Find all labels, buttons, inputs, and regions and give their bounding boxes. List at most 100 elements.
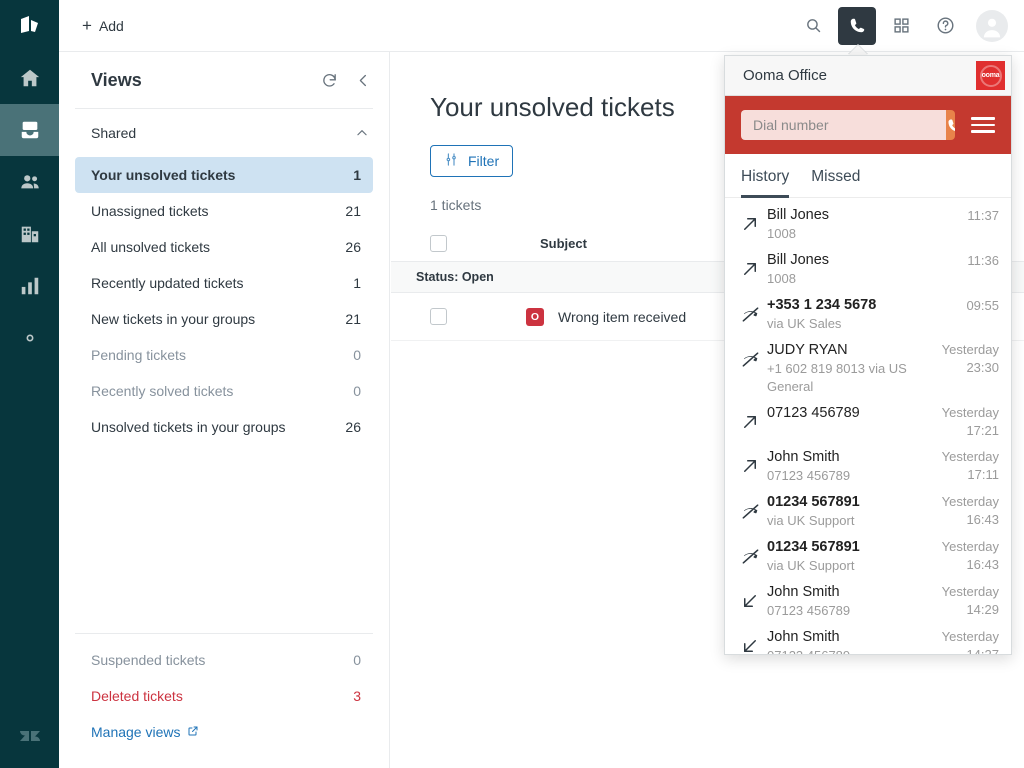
tab-missed[interactable]: Missed: [811, 168, 861, 185]
add-button[interactable]: + Add: [76, 12, 130, 39]
tab-history[interactable]: History: [741, 168, 790, 198]
chevron-up-icon[interactable]: [355, 126, 369, 140]
rail-item-customers[interactable]: [0, 156, 59, 208]
sidebar-item-unsolved-tickets-in-your-groups[interactable]: Unsolved tickets in your groups 26: [75, 409, 373, 445]
call-details: 01234 567891 via UK Support: [767, 538, 942, 575]
sidebar-item-pending-tickets[interactable]: Pending tickets 0: [75, 337, 373, 373]
call-incoming-icon: [741, 628, 767, 654]
apps-grid-icon[interactable]: [882, 7, 920, 45]
call-details: 01234 567891 via UK Support: [767, 493, 942, 530]
dial-number-input[interactable]: [741, 110, 946, 140]
call-outgoing-icon: [741, 404, 767, 431]
call-subtitle: via UK Sales: [767, 316, 842, 331]
sidebar-item-recently-updated-tickets[interactable]: Recently updated tickets 1: [75, 265, 373, 301]
sidebar-item-suspended-tickets[interactable]: Suspended tickets 0: [75, 642, 373, 678]
avatar[interactable]: [976, 9, 1008, 42]
call-time-day: Yesterday: [941, 342, 999, 357]
help-icon[interactable]: [926, 7, 964, 45]
column-header-subject: Subject: [540, 236, 587, 251]
sidebar-item-recently-solved-tickets[interactable]: Recently solved tickets 0: [75, 373, 373, 409]
manage-views-link[interactable]: Manage views: [75, 714, 373, 750]
call-name: 07123 456789: [767, 405, 860, 421]
call-missed-icon: [741, 538, 767, 566]
view-label: Recently updated tickets: [91, 275, 244, 291]
call-time-clock: 14:27: [942, 646, 999, 654]
call-list-item[interactable]: JUDY RYAN +1 602 819 8013 via US General…: [725, 337, 1011, 400]
view-count: 3: [353, 688, 361, 704]
zendesk-products-icon[interactable]: [0, 0, 59, 52]
call-time: Yesterday 14:27: [942, 628, 999, 654]
call-subtitle: via UK Support: [767, 558, 855, 573]
collapse-panel-icon[interactable]: [356, 73, 371, 88]
call-list-item[interactable]: 01234 567891 via UK Support Yesterday 16…: [725, 534, 1011, 579]
hamburger-menu-icon[interactable]: [969, 113, 997, 137]
call-list-item[interactable]: 01234 567891 via UK Support Yesterday 16…: [725, 489, 1011, 534]
rail-item-organizations[interactable]: [0, 208, 59, 260]
ooma-logo-text: ooma: [981, 72, 1000, 79]
ticket-count-label: 1 tickets: [430, 197, 482, 213]
views-divider: [75, 108, 373, 109]
call-time-day: Yesterday: [941, 494, 999, 509]
row-checkbox[interactable]: [430, 308, 447, 325]
search-icon[interactable]: [794, 7, 832, 45]
rail-item-home[interactable]: [0, 52, 59, 104]
call-subtitle: 07123 456789: [767, 603, 851, 618]
call-name: 01234 567891: [767, 539, 860, 555]
sidebar-item-deleted-tickets[interactable]: Deleted tickets 3: [75, 678, 373, 714]
views-bottom-pad: [75, 750, 373, 768]
call-list-item[interactable]: 07123 456789 Yesterday 17:21: [725, 400, 1011, 444]
call-list-item[interactable]: John Smith 07123 456789 Yesterday 14:27: [725, 624, 1011, 654]
call-details: John Smith 07123 456789: [767, 628, 942, 654]
call-list-item[interactable]: John Smith 07123 456789 Yesterday 17:11: [725, 444, 1011, 489]
call-missed-icon: [741, 296, 767, 324]
call-name: 01234 567891: [767, 494, 860, 510]
zendesk-logo-icon[interactable]: [0, 702, 59, 768]
call-list-item[interactable]: Bill Jones 1008 11:36: [725, 247, 1011, 292]
add-button-label: Add: [98, 17, 124, 34]
call-list-item[interactable]: John Smith 07123 456789 Yesterday 14:29: [725, 579, 1011, 624]
view-label: Unassigned tickets: [91, 203, 209, 219]
call-time: Yesterday 17:11: [942, 448, 999, 484]
phone-icon[interactable]: [838, 6, 876, 45]
view-count: 21: [345, 311, 361, 327]
sidebar-item-unassigned-tickets[interactable]: Unassigned tickets 21: [75, 193, 373, 229]
view-count: 1: [353, 167, 361, 183]
call-list-item[interactable]: +353 1 234 5678 via UK Sales 09:55: [725, 292, 1011, 337]
view-label: Recently solved tickets: [91, 383, 234, 399]
call-details: 07123 456789: [767, 404, 942, 423]
views-title: Views: [91, 69, 142, 90]
views-group-shared[interactable]: Shared: [75, 109, 373, 157]
ooma-phone-panel: Ooma Office ooma History Missed: [724, 55, 1012, 655]
call-subtitle: 07123 456789: [767, 647, 936, 654]
page-title: Your unsolved tickets: [430, 92, 675, 122]
call-time: Yesterday 23:30: [942, 341, 999, 377]
top-bar: + Add: [59, 0, 1024, 52]
call-time-clock: 17:11: [967, 467, 999, 482]
rail-item-admin[interactable]: [0, 312, 59, 364]
sidebar-item-new-tickets-in-your-groups[interactable]: New tickets in your groups 21: [75, 301, 373, 337]
call-list-item[interactable]: Bill Jones 1008 11:37: [725, 202, 1011, 247]
rail-item-tickets[interactable]: [0, 104, 59, 156]
call-history-list[interactable]: Bill Jones 1008 11:37 Bill Jones 1008 11…: [725, 198, 1011, 654]
call-details: JUDY RYAN +1 602 819 8013 via US General: [767, 341, 942, 396]
rail-item-reporting[interactable]: [0, 260, 59, 312]
view-label: Your unsolved tickets: [91, 167, 236, 183]
call-subtitle: 1008: [767, 271, 796, 286]
call-details: +353 1 234 5678 via UK Sales: [767, 296, 966, 333]
view-count: 26: [345, 419, 361, 435]
call-details: John Smith 07123 456789: [767, 448, 942, 485]
left-nav-rail: [0, 0, 59, 768]
call-time-day: Yesterday: [941, 449, 999, 464]
sidebar-item-all-unsolved-tickets[interactable]: All unsolved tickets 26: [75, 229, 373, 265]
call-outgoing-icon: [741, 448, 767, 475]
refresh-icon[interactable]: [321, 72, 338, 89]
filter-button[interactable]: Filter: [430, 145, 514, 177]
call-button[interactable]: [946, 110, 955, 140]
top-bar-actions: [794, 6, 1024, 45]
select-all-checkbox[interactable]: [430, 235, 447, 252]
views-group-label: Shared: [91, 125, 137, 141]
sidebar-item-your-unsolved-tickets[interactable]: Your unsolved tickets 1: [75, 157, 373, 193]
view-count: 0: [353, 652, 361, 668]
call-time-clock: 16:43: [966, 512, 999, 527]
views-footer-divider: [75, 633, 373, 634]
